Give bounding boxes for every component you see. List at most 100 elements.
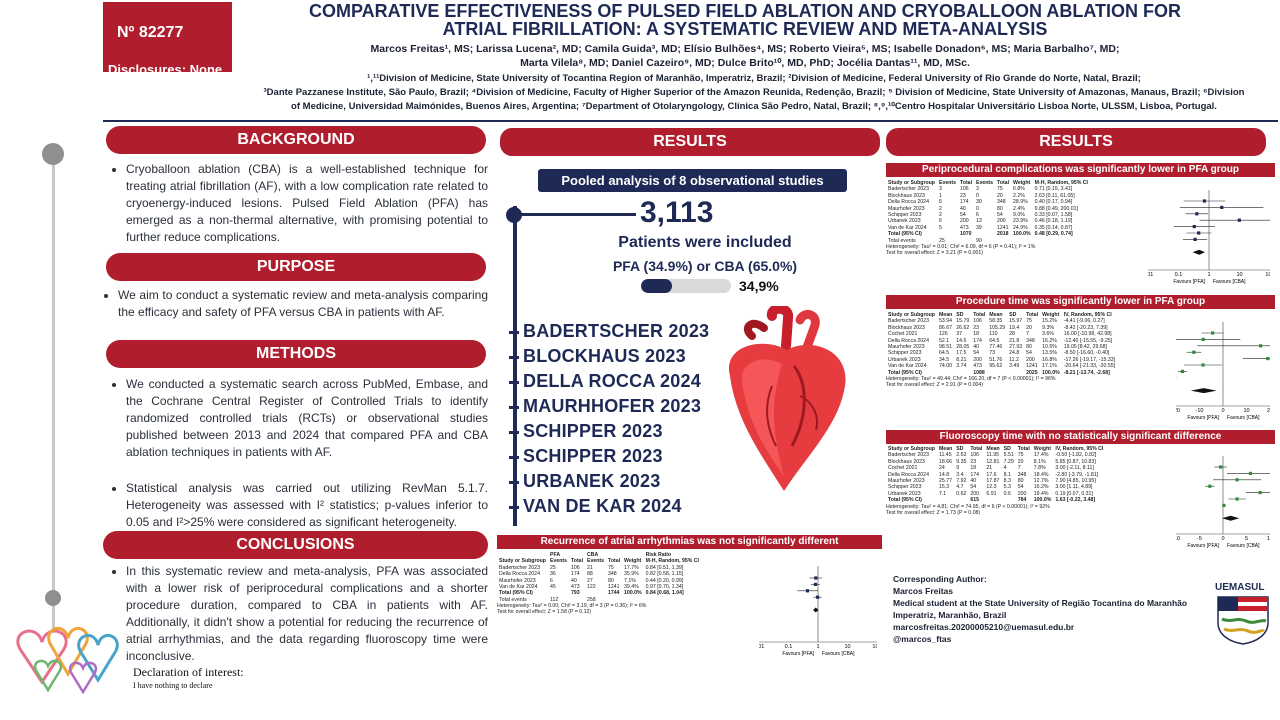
table-cell: 40	[571, 577, 577, 584]
table-cell: 100.0%	[1033, 497, 1052, 504]
table-cell: Schipper 2023	[888, 212, 922, 219]
table-cell: 7.92	[956, 478, 967, 485]
table-cell: 27.93	[1009, 344, 1023, 351]
table-cell: 53.94	[938, 318, 952, 325]
favours-right-label: Favours [CBA]	[1213, 279, 1246, 285]
heterogeneity-text: Heterogeneity: Tau² = 0.00; Chi² = 3.19,…	[497, 603, 647, 610]
table-cell: Mean	[986, 446, 1000, 452]
table-cell: Total (95% CI)	[888, 369, 922, 376]
table-row: Maurhofer 2023 98.51 28.05 40 77.46 27.93 80 10…	[886, 344, 1117, 350]
table-cell: 20	[1017, 458, 1024, 465]
table-cell: 75	[1026, 318, 1032, 325]
table-cell: 80	[1017, 478, 1024, 485]
table-cell: 106	[973, 318, 982, 325]
table-cell: 17.4%	[1033, 452, 1049, 459]
table-cell: 17.7%	[624, 564, 639, 571]
table-cell: 2.2%	[1013, 192, 1025, 199]
contact-email[interactable]: marcosfreitas.20200005210@uemasul.edu.br	[893, 622, 1075, 632]
study-estimate-marker	[1222, 503, 1226, 507]
axis-tick-label: 0.01	[759, 644, 764, 650]
table-cell: 8.1%	[1033, 458, 1046, 465]
forest-plot-graph: 0.01 0.1 1 10 100 Favours [PFA] Favours [CBA]	[1148, 190, 1270, 285]
table-cell: 0.46 [0.18, 1.19]	[1034, 218, 1073, 225]
table-cell: Della Rocca 2024	[888, 337, 929, 344]
table-cell: 174	[970, 471, 980, 478]
table-cell: 1241	[997, 224, 1009, 231]
table-cell: 200	[973, 356, 982, 363]
table-cell: 11.95	[986, 452, 999, 459]
table-cell: Total	[960, 180, 973, 186]
favours-left-label: Favours [PFA]	[1187, 543, 1219, 549]
table-cell: Cochet 2021	[888, 465, 918, 472]
table-cell: PFA	[549, 552, 561, 558]
table-cell: 52.1	[938, 337, 950, 344]
timeline-dot-bottom	[45, 590, 61, 606]
table-row: Della Rocca 2024 52.1 14.6 174 64.5 21.8 348 16…	[886, 338, 1117, 344]
table-cell: Events	[549, 558, 567, 565]
table-cell: M-H, Random, 95% CI	[1034, 180, 1088, 186]
table-cell: 35.9%	[624, 571, 639, 578]
table-cell: 7.90 [4.85, 10.95]	[1055, 478, 1096, 485]
table-cell: 106	[970, 452, 980, 459]
purpose-heading: PURPOSE	[106, 253, 486, 281]
study-estimate-marker	[1235, 497, 1239, 501]
favours-left-label: Favours [PFA]	[1187, 415, 1219, 421]
affiliations: ¹,¹¹Division of Medicine, State Universi…	[263, 73, 1245, 112]
table-cell: 54	[1026, 350, 1032, 357]
table-cell: Risk Ratio	[645, 552, 672, 558]
table-cell: 3.74	[956, 363, 967, 370]
table-cell: 40	[970, 478, 977, 485]
table-cell: Total	[608, 558, 621, 565]
study-estimate-marker	[813, 582, 818, 586]
study-name: SCHIPPER 2023	[523, 421, 663, 441]
table-cell: 54	[973, 350, 980, 357]
table-row: Blockhaus 2023 18.66 9.35 23 12.81 7.29 20 8.1%…	[886, 459, 1105, 465]
table-row: Badertscher 2023 11.45 2.63 106 11.95 5.51 75 1…	[886, 452, 1105, 458]
table-row: Badertscher 2023 53.94 15.79 106 58.35 15.97 7…	[886, 318, 1117, 324]
table-cell: -12.40 [-15.55, -9.25]	[1063, 337, 1113, 344]
table-cell: 1241	[1026, 363, 1038, 370]
table-cell: 8.1	[1003, 471, 1011, 478]
table-row: Urbanek 2023 7.1 0.62 200 6.91 0.6 200 19.4% 0.1…	[886, 491, 1105, 497]
table-cell: 73	[989, 350, 996, 357]
axis-tick-label: -5	[1197, 536, 1202, 542]
table-cell: 20	[1026, 324, 1032, 331]
table-cell: 39	[976, 224, 982, 231]
study-tick	[509, 381, 519, 384]
table-cell: 3.00 [-2.11, 8.11]	[1055, 465, 1094, 472]
study-estimate-marker	[1235, 478, 1239, 482]
table-cell: 6	[938, 199, 942, 206]
table-cell: 100.0%	[1042, 369, 1060, 376]
pooled-estimate-diamond	[813, 607, 819, 613]
table-cell: 30	[976, 199, 982, 206]
header-divider	[103, 120, 1278, 122]
axis-tick-label: 1	[1207, 272, 1210, 278]
table-row: Badertscher 2023 3 106 3 75 6.8% 0.71 [0.15, 3…	[886, 186, 1090, 192]
table-cell: 7.1	[938, 490, 947, 497]
table-cell: Events	[976, 180, 994, 186]
contact-handle[interactable]: @marcos_ftas	[893, 634, 952, 644]
poster-title: COMPARATIVE EFFECTIVENESS OF PULSED FIEL…	[309, 1, 1181, 39]
fluoroscopy-forest-plot: Study or Subgroup Mean SD Total Mean SD Total W…	[886, 446, 1275, 552]
table-row: Maurhofer 2023 2 40 0 80 2.4% 9.88 [0.49, 200.…	[886, 206, 1090, 212]
results-heading-middle: RESULTS	[500, 128, 880, 156]
table-cell: Badertscher 2023	[888, 186, 929, 193]
study-tick	[509, 431, 519, 434]
table-cell: 200	[960, 218, 969, 225]
table-cell: SD	[1003, 446, 1011, 452]
table-cell: Total (95% CI)	[888, 497, 922, 504]
study-estimate-marker	[1201, 363, 1205, 367]
favours-right-label: Favours [CBA]	[822, 651, 855, 657]
table-cell: Weight	[624, 558, 642, 565]
patients-included-label: Patients were included	[618, 234, 792, 251]
study-estimate-marker	[1197, 231, 1201, 235]
table-cell: 16.2%	[1042, 337, 1057, 344]
table-cell: 200	[1026, 356, 1035, 363]
table-cell: -8.50 [-16.60, -0.40]	[1063, 350, 1110, 357]
table-cell: 23	[970, 458, 977, 465]
table-cell: Badertscher 2023	[888, 452, 929, 459]
table-cell: Maurhofer 2023	[499, 577, 536, 584]
table-cell: 3	[976, 186, 979, 193]
table-cell: 110	[989, 331, 998, 338]
table-cell: 0.44 [0.20, 0.99]	[645, 577, 684, 584]
